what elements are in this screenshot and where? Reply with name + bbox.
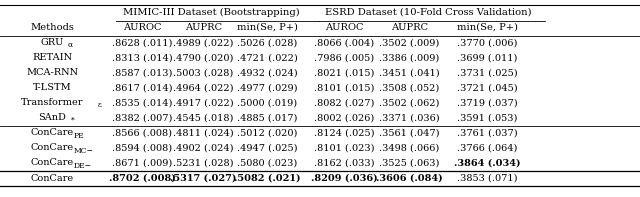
Text: .8313 (.014): .8313 (.014) bbox=[112, 53, 172, 62]
Text: .8082 (.027): .8082 (.027) bbox=[314, 98, 374, 107]
Text: Transformer: Transformer bbox=[21, 98, 84, 107]
Text: ESRD Dataset (10-Fold Cross Validation): ESRD Dataset (10-Fold Cross Validation) bbox=[326, 8, 532, 17]
Text: .3719 (.037): .3719 (.037) bbox=[458, 98, 518, 107]
Text: .4721 (.022): .4721 (.022) bbox=[237, 53, 298, 62]
Text: .3386 (.009): .3386 (.009) bbox=[380, 53, 440, 62]
Text: MCA-RNN: MCA-RNN bbox=[26, 68, 79, 77]
Text: .4811 (.024): .4811 (.024) bbox=[173, 128, 234, 137]
Text: .8535 (.014): .8535 (.014) bbox=[112, 98, 172, 107]
Text: .8066 (.004): .8066 (.004) bbox=[314, 38, 374, 47]
Text: .3451 (.041): .3451 (.041) bbox=[380, 68, 440, 77]
Text: .3606 (.084): .3606 (.084) bbox=[376, 174, 443, 182]
Text: .4989 (.022): .4989 (.022) bbox=[173, 38, 234, 47]
Text: .8209 (.036): .8209 (.036) bbox=[311, 174, 378, 182]
Text: .3853 (.071): .3853 (.071) bbox=[458, 174, 518, 182]
Text: .8162 (.033): .8162 (.033) bbox=[314, 158, 374, 167]
Text: .5317 (.027): .5317 (.027) bbox=[170, 174, 237, 182]
Text: α: α bbox=[67, 41, 72, 49]
Text: GRU: GRU bbox=[41, 38, 64, 47]
Text: .4964 (.022): .4964 (.022) bbox=[173, 83, 234, 92]
Text: .8594 (.008): .8594 (.008) bbox=[112, 143, 172, 152]
Text: MC−: MC− bbox=[74, 147, 93, 155]
Text: .8021 (.015): .8021 (.015) bbox=[314, 68, 374, 77]
Text: .3591 (.053): .3591 (.053) bbox=[458, 113, 518, 122]
Text: AUPRC: AUPRC bbox=[185, 23, 222, 32]
Text: .8671 (.009): .8671 (.009) bbox=[112, 158, 172, 167]
Text: ConCare: ConCare bbox=[31, 128, 74, 137]
Text: .3699 (.011): .3699 (.011) bbox=[458, 53, 518, 62]
Text: .3731 (.025): .3731 (.025) bbox=[458, 68, 518, 77]
Text: .5012 (.020): .5012 (.020) bbox=[237, 128, 298, 137]
Text: .8101 (.023): .8101 (.023) bbox=[314, 143, 374, 152]
Text: T-LSTM: T-LSTM bbox=[33, 83, 72, 92]
Text: PE: PE bbox=[74, 132, 84, 140]
Text: *: * bbox=[71, 116, 75, 125]
Text: MIMIC-III Dataset (Bootstrapping): MIMIC-III Dataset (Bootstrapping) bbox=[123, 8, 300, 17]
Text: .4917 (.022): .4917 (.022) bbox=[173, 98, 234, 107]
Text: .4545 (.018): .4545 (.018) bbox=[173, 113, 234, 122]
Text: .8101 (.015): .8101 (.015) bbox=[314, 83, 374, 92]
Text: .8382 (.007): .8382 (.007) bbox=[112, 113, 172, 122]
Text: DE−: DE− bbox=[74, 162, 92, 170]
Text: .3498 (.066): .3498 (.066) bbox=[380, 143, 440, 152]
Text: .8702 (.008): .8702 (.008) bbox=[109, 174, 175, 182]
Text: ConCare: ConCare bbox=[31, 158, 74, 167]
Text: RETAIN: RETAIN bbox=[33, 53, 72, 62]
Text: .5026 (.028): .5026 (.028) bbox=[237, 38, 298, 47]
Text: .8617 (.014): .8617 (.014) bbox=[112, 83, 172, 92]
Text: .5000 (.019): .5000 (.019) bbox=[237, 98, 298, 107]
Text: .4885 (.017): .4885 (.017) bbox=[237, 113, 298, 122]
Text: .8124 (.025): .8124 (.025) bbox=[314, 128, 374, 137]
Text: .5003 (.028): .5003 (.028) bbox=[173, 68, 234, 77]
Text: .8566 (.008): .8566 (.008) bbox=[112, 128, 172, 137]
Text: min(Se, P+): min(Se, P+) bbox=[237, 23, 298, 32]
Text: .4790 (.020): .4790 (.020) bbox=[173, 53, 234, 62]
Text: .4977 (.029): .4977 (.029) bbox=[237, 83, 298, 92]
Text: .7986 (.005): .7986 (.005) bbox=[314, 53, 374, 62]
Text: AUROC: AUROC bbox=[325, 23, 364, 32]
Text: SAnD: SAnD bbox=[38, 113, 67, 122]
Text: ε: ε bbox=[98, 101, 102, 110]
Text: .5080 (.023): .5080 (.023) bbox=[237, 158, 298, 167]
Text: AUROC: AUROC bbox=[123, 23, 161, 32]
Text: .3371 (.036): .3371 (.036) bbox=[380, 113, 440, 122]
Text: .3502 (.009): .3502 (.009) bbox=[380, 38, 440, 47]
Text: .3770 (.006): .3770 (.006) bbox=[458, 38, 518, 47]
Text: .8628 (.011): .8628 (.011) bbox=[112, 38, 172, 47]
Text: Methods: Methods bbox=[31, 23, 74, 32]
Text: .4932 (.024): .4932 (.024) bbox=[237, 68, 298, 77]
Text: .5082 (.021): .5082 (.021) bbox=[234, 174, 301, 182]
Text: .3721 (.045): .3721 (.045) bbox=[458, 83, 518, 92]
Text: .3766 (.064): .3766 (.064) bbox=[458, 143, 518, 152]
Text: ConCare: ConCare bbox=[31, 174, 74, 182]
Text: .3502 (.062): .3502 (.062) bbox=[380, 98, 440, 107]
Text: .4902 (.024): .4902 (.024) bbox=[173, 143, 234, 152]
Text: .8002 (.026): .8002 (.026) bbox=[314, 113, 374, 122]
Text: .3508 (.052): .3508 (.052) bbox=[380, 83, 440, 92]
Text: .3761 (.037): .3761 (.037) bbox=[458, 128, 518, 137]
Text: AUPRC: AUPRC bbox=[391, 23, 428, 32]
Text: .5231 (.028): .5231 (.028) bbox=[173, 158, 234, 167]
Text: .3525 (.063): .3525 (.063) bbox=[380, 158, 440, 167]
Text: .3864 (.034): .3864 (.034) bbox=[454, 158, 521, 167]
Text: min(Se, P+): min(Se, P+) bbox=[457, 23, 518, 32]
Text: .8587 (.013): .8587 (.013) bbox=[112, 68, 172, 77]
Text: .3561 (.047): .3561 (.047) bbox=[380, 128, 440, 137]
Text: .4947 (.025): .4947 (.025) bbox=[237, 143, 298, 152]
Text: ConCare: ConCare bbox=[31, 143, 74, 152]
